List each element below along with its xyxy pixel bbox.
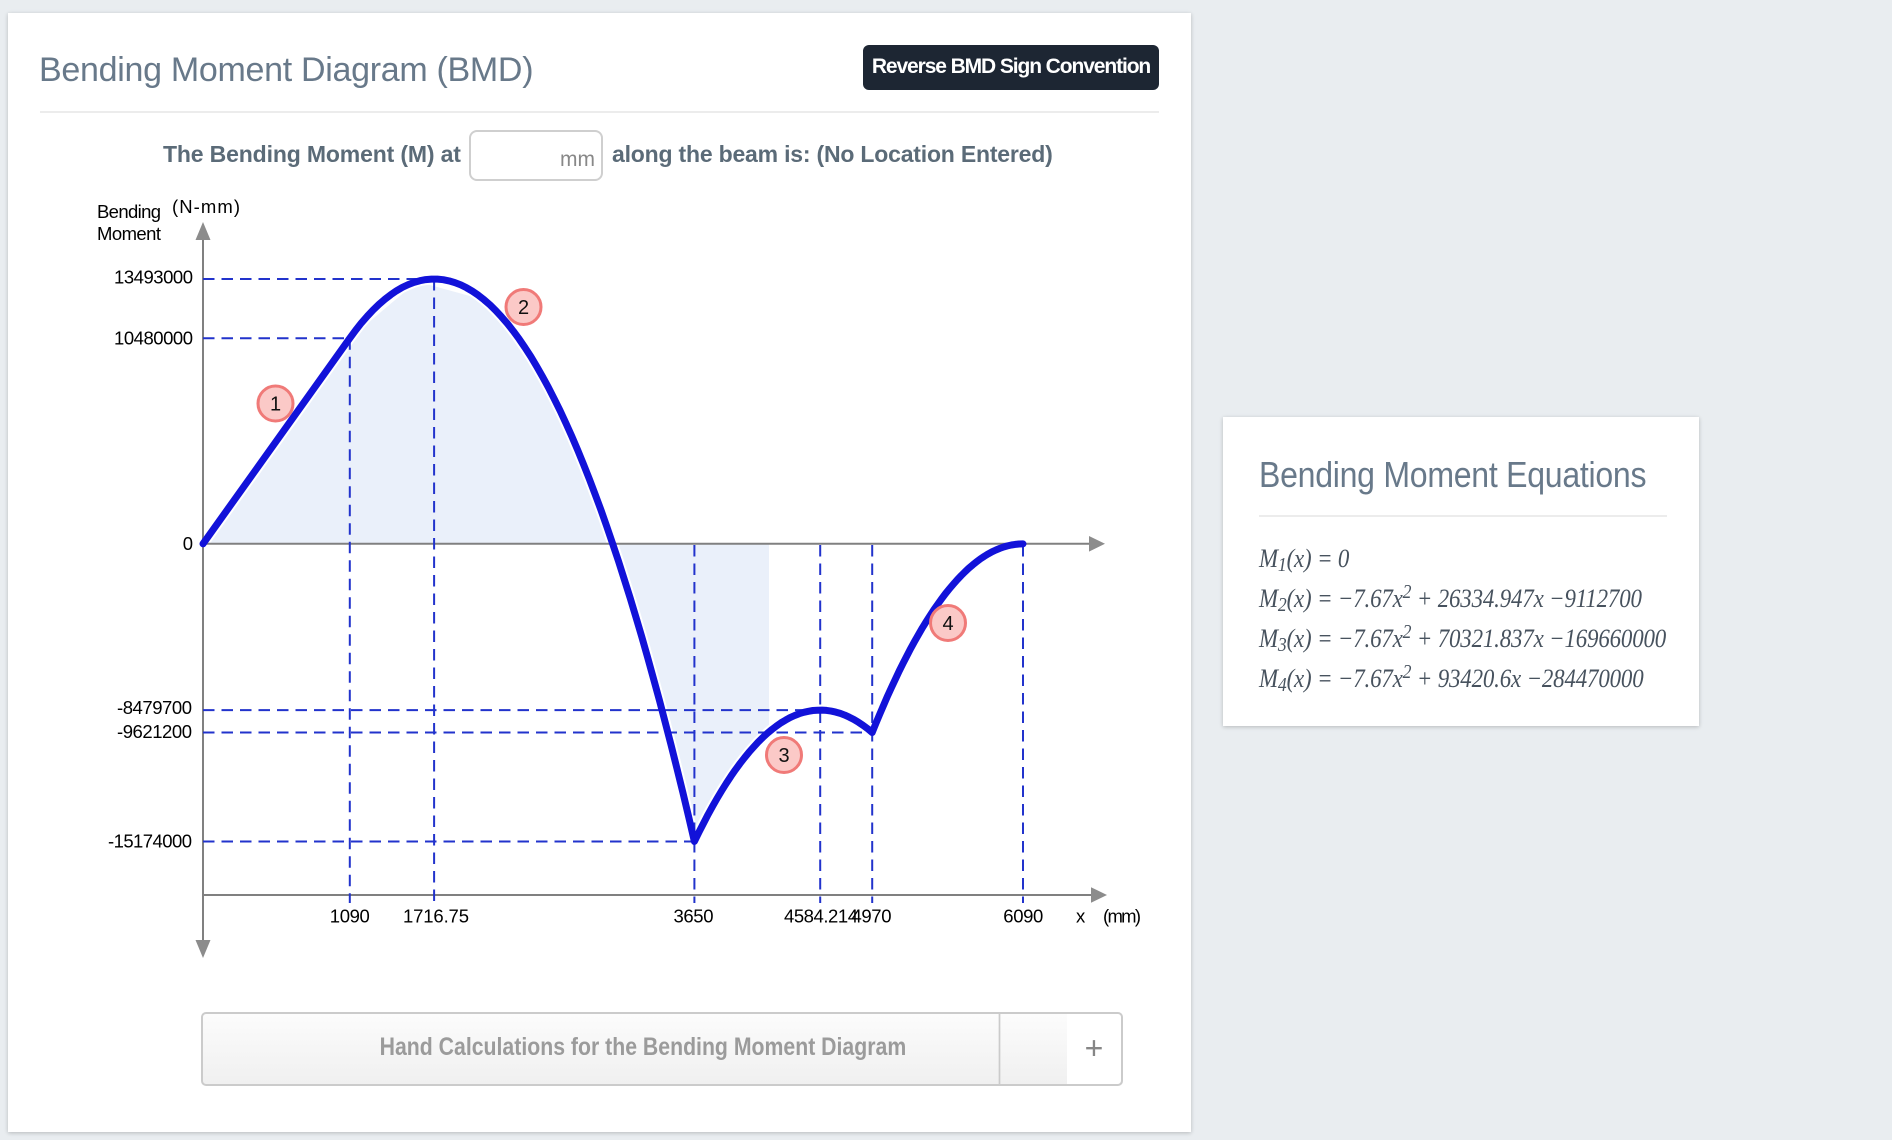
svg-text:1716.75: 1716.75 [403, 906, 469, 927]
svg-text:0: 0 [183, 533, 193, 554]
svg-text:2: 2 [518, 297, 529, 319]
svg-text:(mm): (mm) [1103, 906, 1141, 927]
svg-text:4584.214: 4584.214 [784, 906, 858, 927]
svg-text:1090: 1090 [330, 906, 370, 927]
svg-text:3: 3 [778, 745, 789, 767]
svg-text:(N-mm): (N-mm) [172, 196, 240, 217]
svg-text:Bending: Bending [97, 201, 161, 222]
svg-text:-9621200: -9621200 [117, 721, 192, 742]
svg-text:3650: 3650 [674, 906, 714, 927]
svg-text:Moment: Moment [97, 223, 161, 244]
svg-text:10480000: 10480000 [114, 328, 193, 349]
svg-text:13493000: 13493000 [114, 267, 193, 288]
svg-text:-15174000: -15174000 [108, 831, 192, 852]
svg-text:1: 1 [270, 394, 281, 416]
svg-text:4: 4 [942, 613, 953, 635]
svg-text:x: x [1076, 906, 1086, 927]
svg-text:4970: 4970 [852, 906, 892, 927]
svg-text:6090: 6090 [1003, 906, 1043, 927]
svg-text:-8479700: -8479700 [117, 697, 192, 718]
